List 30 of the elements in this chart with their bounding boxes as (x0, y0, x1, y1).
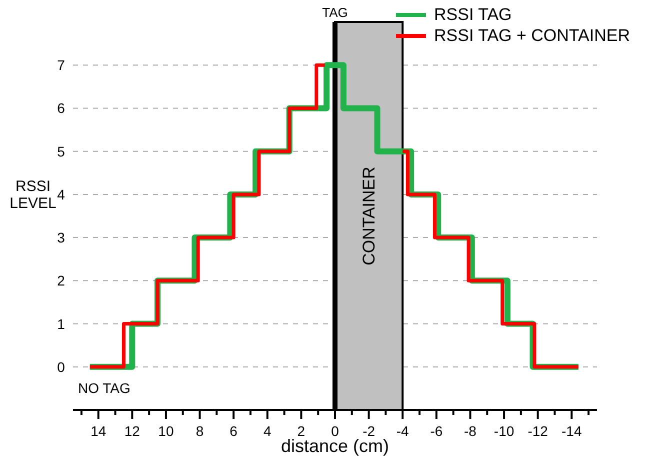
ref-line-label: TAG (322, 5, 348, 20)
annotation: NO TAG (78, 380, 130, 396)
legend-label: RSSI TAG + CONTAINER (434, 25, 630, 46)
x-tick-label: -12 (528, 423, 548, 439)
x-axis-title: distance (cm) (280, 436, 390, 456)
y-axis-title: RSSI LEVEL (8, 178, 58, 212)
x-tick-label: 12 (124, 423, 140, 439)
x-tick-label: 14 (90, 423, 106, 439)
y-tick-label: 1 (57, 316, 66, 332)
y-tick-label: 6 (57, 100, 66, 116)
y-tick-label: 0 (57, 358, 66, 375)
x-tick-label: 8 (196, 423, 204, 439)
x-tick-label: -6 (430, 423, 443, 439)
y-tick-label: 2 (57, 272, 66, 289)
y-tick-label: 3 (57, 230, 66, 246)
x-tick-label: 0 (331, 423, 340, 439)
x-tick-label: -14 (562, 423, 582, 439)
x-tick-label: -10 (494, 423, 514, 439)
band-label: CONTAINER (359, 166, 378, 266)
y-tick-label: 5 (57, 143, 66, 160)
x-tick-label: -8 (464, 423, 477, 439)
x-tick-label: 2 (297, 423, 306, 439)
x-tick-label: 10 (158, 423, 174, 439)
y-tick-label: 4 (57, 186, 66, 202)
x-tick-label: 4 (263, 423, 272, 439)
x-tick-label: -2 (362, 423, 376, 439)
legend-label: RSSI TAG (434, 4, 512, 25)
x-tick-label: 6 (230, 423, 238, 439)
x-tick-label: -4 (396, 423, 410, 439)
y-tick-label: 7 (57, 57, 66, 74)
